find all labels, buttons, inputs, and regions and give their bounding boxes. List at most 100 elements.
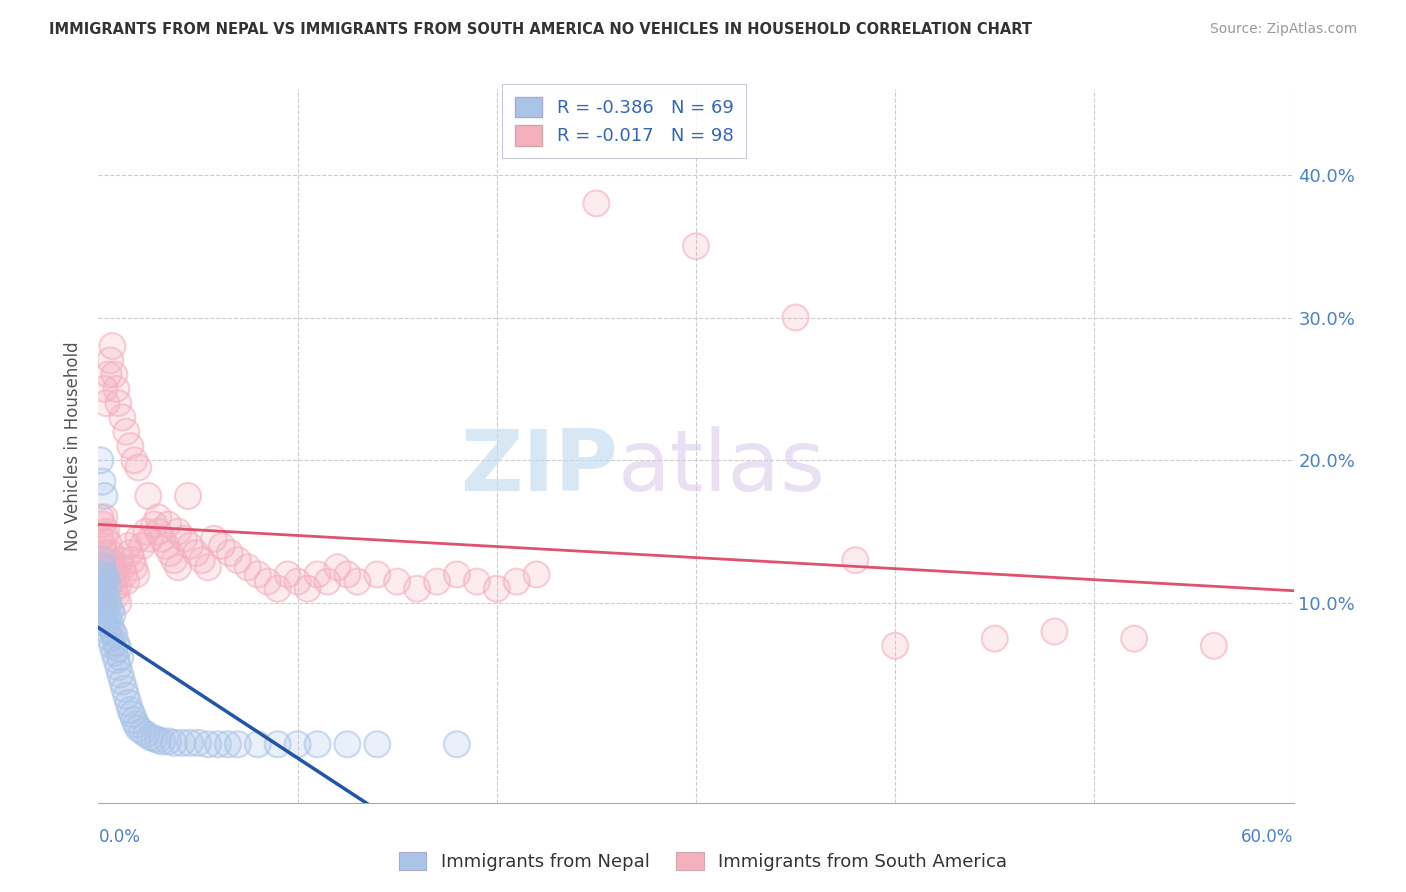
Point	[101, 339, 124, 353]
Point	[93, 510, 115, 524]
Point	[96, 617, 118, 632]
Point	[111, 410, 134, 425]
Point	[150, 734, 173, 748]
Point	[115, 425, 138, 439]
Point	[120, 439, 142, 453]
Point	[143, 517, 166, 532]
Point	[98, 567, 122, 582]
Point	[173, 532, 195, 546]
Point	[326, 560, 349, 574]
Point	[336, 567, 359, 582]
Point	[98, 546, 122, 560]
Point	[202, 532, 225, 546]
Point	[984, 632, 1007, 646]
Point	[91, 603, 114, 617]
Point	[97, 624, 120, 639]
Point	[385, 574, 409, 589]
Point	[93, 510, 115, 524]
Text: Source: ZipAtlas.com: Source: ZipAtlas.com	[1209, 22, 1357, 37]
Point	[97, 610, 120, 624]
Point	[236, 560, 259, 574]
Point	[93, 610, 115, 624]
Point	[155, 539, 177, 553]
Point	[884, 639, 907, 653]
Point	[89, 567, 111, 582]
Point	[96, 570, 118, 584]
Point	[197, 737, 219, 751]
Point	[148, 510, 170, 524]
Point	[93, 546, 115, 560]
Point	[101, 624, 124, 639]
Point	[93, 584, 115, 599]
Point	[112, 681, 135, 696]
Point	[89, 510, 111, 524]
Point	[93, 584, 115, 599]
Point	[226, 737, 249, 751]
Point	[148, 510, 170, 524]
Point	[91, 475, 114, 489]
Point	[101, 639, 124, 653]
Point	[179, 736, 201, 750]
Point	[207, 737, 229, 751]
Point	[124, 453, 146, 467]
Point	[117, 539, 139, 553]
Point	[287, 737, 309, 751]
Point	[127, 532, 149, 546]
Point	[143, 517, 166, 532]
Point	[103, 582, 125, 596]
Point	[112, 567, 135, 582]
Point	[187, 736, 209, 750]
Point	[1202, 639, 1225, 653]
Point	[101, 339, 124, 353]
Point	[110, 553, 132, 567]
Point	[157, 734, 180, 748]
Point	[91, 475, 114, 489]
Point	[207, 737, 229, 751]
Point	[110, 553, 132, 567]
Point	[1123, 632, 1146, 646]
Point	[98, 632, 122, 646]
Point	[246, 567, 269, 582]
Point	[125, 717, 148, 731]
Point	[277, 567, 299, 582]
Point	[446, 567, 468, 582]
Point	[385, 574, 409, 589]
Point	[197, 560, 219, 574]
Point	[191, 553, 214, 567]
Point	[120, 439, 142, 453]
Point	[267, 737, 290, 751]
Point	[336, 737, 359, 751]
Point	[157, 734, 180, 748]
Point	[93, 596, 115, 610]
Point	[96, 617, 118, 632]
Point	[217, 737, 239, 751]
Point	[267, 737, 290, 751]
Point	[98, 353, 122, 368]
Point	[246, 737, 269, 751]
Y-axis label: No Vehicles in Household: No Vehicles in Household	[65, 341, 83, 551]
Point	[326, 560, 349, 574]
Point	[91, 560, 114, 574]
Point	[124, 713, 146, 727]
Point	[98, 353, 122, 368]
Point	[187, 736, 209, 750]
Point	[97, 624, 120, 639]
Point	[107, 596, 129, 610]
Point	[107, 596, 129, 610]
Point	[179, 539, 201, 553]
Point	[115, 574, 138, 589]
Point	[112, 681, 135, 696]
Point	[346, 574, 368, 589]
Point	[316, 574, 339, 589]
Point	[202, 532, 225, 546]
Point	[127, 722, 149, 736]
Point	[105, 589, 128, 603]
Point	[139, 730, 162, 744]
Point	[98, 603, 122, 617]
Point	[1043, 624, 1066, 639]
Point	[93, 382, 115, 396]
Point	[96, 603, 118, 617]
Point	[89, 510, 111, 524]
Point	[124, 453, 146, 467]
Text: atlas: atlas	[619, 425, 827, 509]
